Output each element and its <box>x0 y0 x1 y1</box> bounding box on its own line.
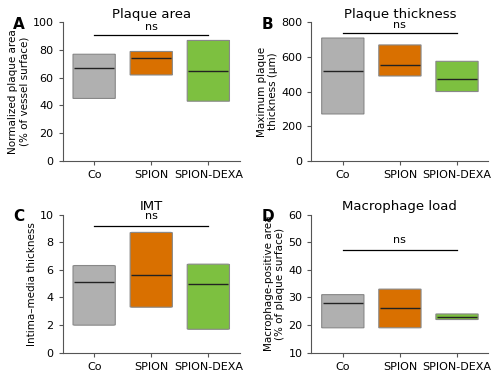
Text: ns: ns <box>394 235 406 245</box>
Text: ns: ns <box>145 212 158 222</box>
Text: A: A <box>13 17 25 32</box>
FancyBboxPatch shape <box>73 266 116 325</box>
FancyBboxPatch shape <box>379 289 421 328</box>
Text: D: D <box>262 209 274 224</box>
Title: IMT: IMT <box>140 200 163 214</box>
FancyBboxPatch shape <box>130 233 172 307</box>
Y-axis label: Intima–media thickness: Intima–media thickness <box>27 222 37 345</box>
FancyBboxPatch shape <box>436 61 478 92</box>
FancyBboxPatch shape <box>130 51 172 75</box>
FancyBboxPatch shape <box>436 314 478 320</box>
Text: ns: ns <box>145 22 158 32</box>
Text: B: B <box>262 17 274 32</box>
FancyBboxPatch shape <box>187 40 230 101</box>
Y-axis label: Maximum plaque
thickness (µm): Maximum plaque thickness (µm) <box>257 46 278 136</box>
Text: ns: ns <box>394 20 406 30</box>
FancyBboxPatch shape <box>322 294 364 328</box>
Title: Macrophage load: Macrophage load <box>342 200 458 214</box>
Text: C: C <box>13 209 24 224</box>
Title: Plaque thickness: Plaque thickness <box>344 8 456 21</box>
Y-axis label: Macrophage-positive area
(% of plaque surface): Macrophage-positive area (% of plaque su… <box>264 216 285 352</box>
FancyBboxPatch shape <box>187 264 230 329</box>
Y-axis label: Normalized plaque area
(% of vessel surface): Normalized plaque area (% of vessel surf… <box>8 29 30 154</box>
FancyBboxPatch shape <box>322 38 364 114</box>
FancyBboxPatch shape <box>379 45 421 76</box>
Title: Plaque area: Plaque area <box>112 8 191 21</box>
FancyBboxPatch shape <box>73 54 116 98</box>
